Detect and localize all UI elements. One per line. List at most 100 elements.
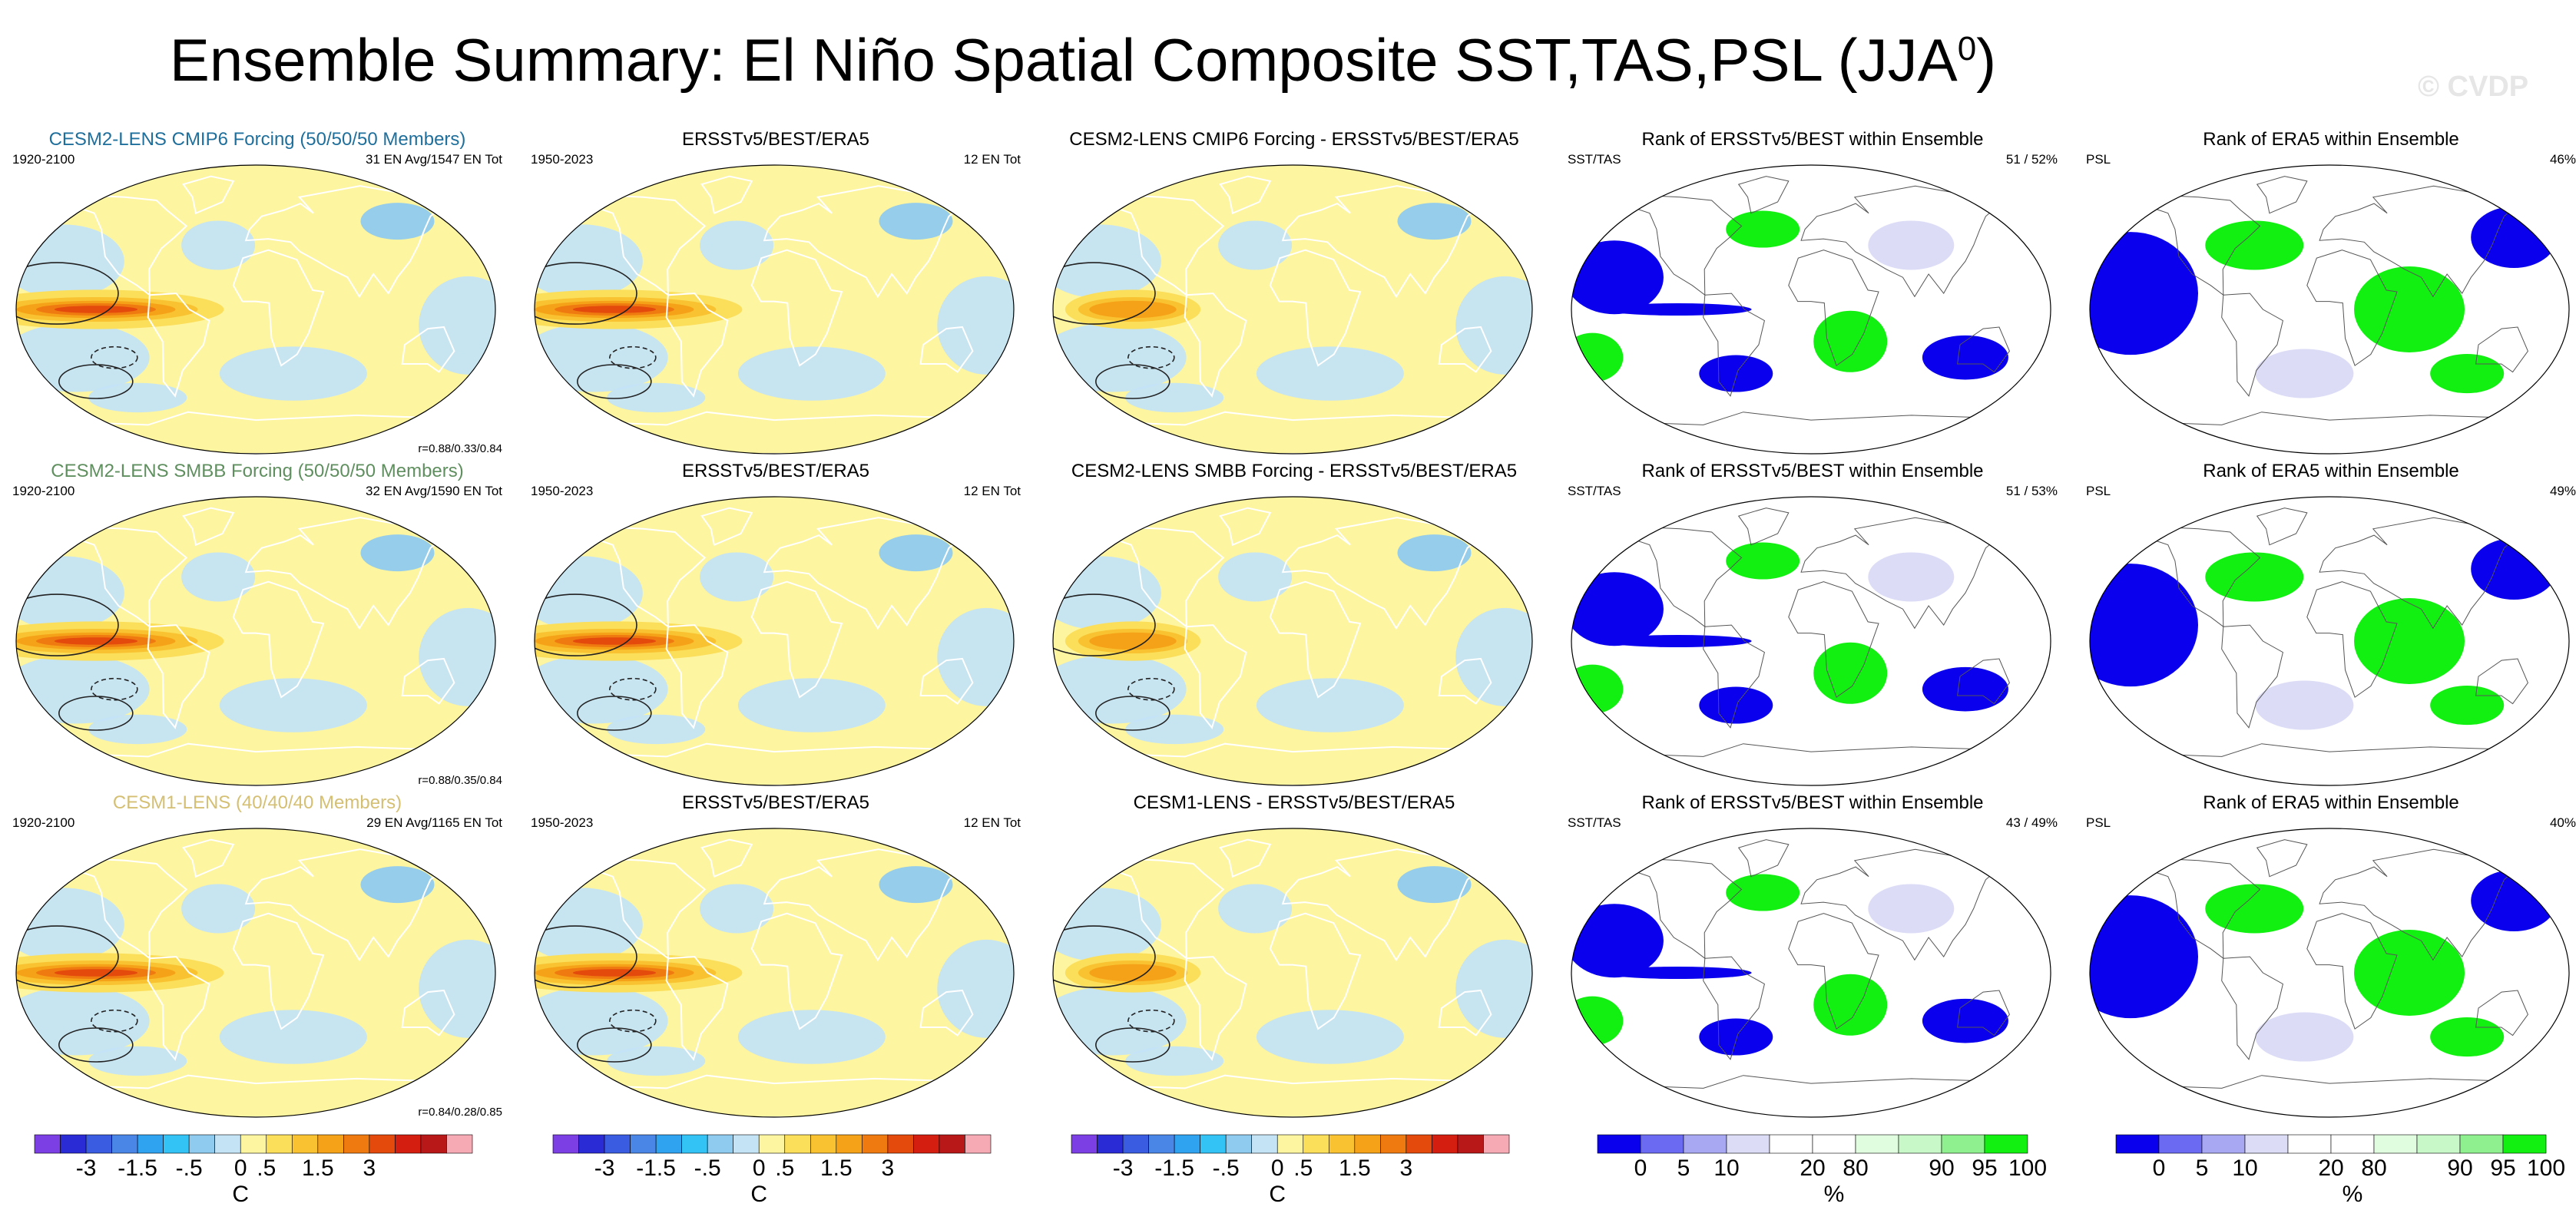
colorbar-tick-label: -3: [75, 1156, 97, 1181]
coastline: [1094, 1074, 1493, 1117]
psl-contour: [16, 262, 119, 325]
colorbar-swatch: [2158, 1134, 2203, 1154]
panel-right-label: 12 EN Tot: [963, 815, 1021, 830]
rank-blob: [1922, 666, 2008, 712]
colorbar-swatch: [1122, 1134, 1149, 1154]
rank-blob: [1604, 967, 1752, 979]
map-outline: [534, 164, 1015, 455]
enso-warm-tongue: [54, 969, 138, 977]
coastline: [1219, 507, 1272, 547]
anomaly-blob: [1397, 534, 1472, 572]
panel-rank-psl: Rank of ERA5 within Ensemble PSL 40%: [2081, 792, 2576, 1122]
globe-map: [534, 828, 1015, 1118]
colorbar-tick-label: 10: [1713, 1156, 1740, 1181]
psl-contour: [1127, 677, 1175, 701]
globe-map: [1571, 496, 2051, 786]
colorbar-swatch: [420, 1134, 447, 1154]
rank-blob: [2471, 538, 2558, 600]
coastline: [2256, 839, 2308, 878]
coastline: [576, 742, 975, 785]
coastline: [147, 293, 210, 398]
rank-blob: [1699, 1018, 1773, 1056]
colorbar-tick-label: -3: [1112, 1156, 1134, 1181]
panel-title: CESM2-LENS CMIP6 Forcing (50/50/50 Membe…: [48, 129, 466, 150]
panel-left-label: PSL: [2086, 152, 2111, 167]
coastline: [232, 249, 325, 367]
anomaly-blob: [879, 866, 953, 904]
coastline: [700, 838, 753, 878]
panel-rank-psl: Rank of ERA5 within Ensemble PSL 46%: [2081, 129, 2576, 459]
anomaly-blob: [879, 534, 953, 572]
coastline: [2143, 527, 2261, 628]
colorbar-tick-label: -1.5: [1154, 1156, 1194, 1181]
colorbar-tick-label: .5: [775, 1156, 795, 1181]
colorbar-swatch: [1457, 1134, 1484, 1154]
colorbar-tick-label: -3: [594, 1156, 615, 1181]
psl-contour: [535, 262, 637, 325]
rank-blob: [1699, 355, 1773, 392]
colorbar-swatch: [810, 1134, 837, 1154]
colorbar-swatch: [60, 1134, 87, 1154]
colorbar-swatch: [1812, 1134, 1856, 1154]
anomaly-blob: [181, 220, 256, 270]
coastline: [1624, 195, 1743, 296]
colorbar-tick-label: 95: [2490, 1156, 2516, 1181]
colorbar-tick-label: 20: [1800, 1156, 1826, 1181]
coastline: [58, 411, 456, 454]
panel-observed-composite: ERSSTv5/BEST/ERA5 1950-2023 12 EN Tot: [526, 129, 1025, 459]
panel-title: Rank of ERA5 within Ensemble: [2203, 129, 2459, 150]
globe-map: [1052, 496, 1533, 786]
colorbar-swatches: [34, 1134, 473, 1154]
colorbar-swatch: [2459, 1134, 2504, 1154]
coastline: [1957, 326, 2010, 373]
panel-left-label: SST/TAS: [1568, 484, 1621, 498]
colorbar-swatch: [707, 1134, 734, 1154]
coastline: [700, 507, 753, 547]
globe-map: [2089, 828, 2570, 1118]
anomaly-blob: [360, 203, 435, 240]
coastline: [919, 326, 974, 373]
colorbar-swatch: [34, 1134, 61, 1154]
colorbar-swatch: [578, 1134, 605, 1154]
colorbar-swatches: [1597, 1134, 2028, 1154]
coastline: [2143, 858, 2261, 960]
rank-blob: [2205, 884, 2304, 934]
colorbar-swatch: [630, 1134, 657, 1154]
colorbar-tick-label: 0: [233, 1156, 247, 1181]
coastline: [1614, 1075, 2011, 1117]
coastline: [68, 526, 188, 629]
enso-warm-tongue: [572, 969, 657, 977]
rank-blob: [1922, 335, 2008, 380]
anomaly-blob: [1256, 346, 1404, 401]
psl-contour: [1127, 346, 1175, 369]
panel-title: Rank of ERA5 within Ensemble: [2203, 792, 2459, 813]
colorbar-swatch: [965, 1134, 992, 1154]
coastline: [665, 293, 729, 398]
coastline: [1788, 250, 1879, 366]
colorbar-rank-psl: 0 5 10 20 80 90 95 100%: [2081, 1127, 2576, 1220]
coastline: [1219, 175, 1272, 215]
colorbar-unit: %: [2342, 1182, 2363, 1207]
rank-blob: [2255, 349, 2354, 398]
colorbar-swatch: [887, 1134, 914, 1154]
panel-left-label: 1920-2100: [12, 152, 75, 167]
coastline: [1184, 956, 1247, 1061]
coastline: [1438, 657, 1492, 705]
map-outline: [15, 828, 496, 1118]
colorbar-observed-composite: -3 -1.5 -.5 0 .5 1.5 3 C: [526, 1127, 1025, 1220]
panel-left-label: 1950-2023: [531, 484, 594, 498]
colorbar-tick-label: 90: [1929, 1156, 1955, 1181]
anomaly-blob: [700, 884, 774, 934]
colorbar-swatch: [266, 1134, 293, 1154]
rank-blob: [2430, 1017, 2505, 1057]
panel-left-label: PSL: [2086, 815, 2111, 830]
coastline: [2475, 990, 2528, 1037]
rank-blob: [1726, 874, 1800, 911]
globe-map: [1571, 164, 2051, 455]
enso-warm-tongue: [1089, 300, 1177, 319]
anomaly-blob: [700, 552, 774, 602]
enso-warm-tongue: [1089, 632, 1177, 650]
anomaly-blob: [1218, 884, 1293, 934]
colorbar-tick-label: .5: [257, 1156, 276, 1181]
rank-blob: [1571, 904, 1664, 978]
